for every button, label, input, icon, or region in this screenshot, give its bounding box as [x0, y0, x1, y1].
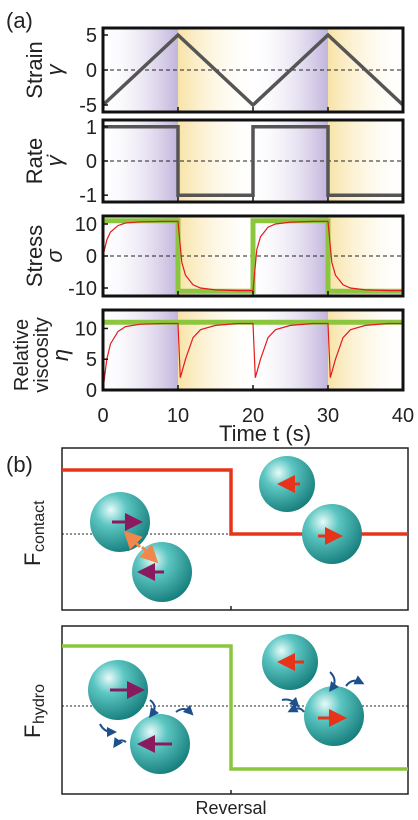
hydro-ylabel: F hydro — [20, 684, 48, 738]
flow-arrow — [175, 704, 194, 716]
x-tick-label: 30 — [317, 405, 339, 427]
y-tick-label: 0 — [86, 380, 97, 402]
y-tick-label: 0 — [86, 60, 97, 82]
hydro-force-line — [62, 644, 408, 771]
y-tick-label: 1 — [86, 117, 97, 139]
flow-arrow — [113, 737, 127, 749]
viscosity-ylabel-line2: viscosity — [31, 317, 53, 393]
y-tick-label: 0 — [86, 246, 97, 268]
stress-ylabel-group: Stress σ — [22, 225, 67, 287]
reversal-label: Reversal — [195, 798, 266, 818]
x-tick-label: 20 — [242, 405, 264, 427]
series-line — [103, 125, 403, 197]
series-line — [102, 322, 403, 391]
rate-ylabel-group: Rate γ̇ — [22, 138, 67, 184]
series-line — [103, 218, 403, 294]
x-axis-label: Time t (s) — [219, 421, 311, 446]
x-tick-label: 10 — [167, 405, 189, 427]
series-line — [101, 32, 405, 108]
flow-arrow — [329, 671, 339, 693]
contact-ylabel: F contact — [20, 500, 48, 566]
stress-symbol: σ — [42, 249, 67, 263]
strain-symbol: γ — [42, 63, 67, 76]
y-tick-label: -5 — [79, 95, 97, 117]
flow-arrow — [287, 703, 305, 713]
viscosity-ylabel-group: Relative viscosity η — [11, 317, 73, 393]
x-tick-labels: 0 10 20 30 40 — [97, 405, 414, 427]
contact-ylabel-sub: contact — [31, 500, 48, 552]
y-tick-label: 5 — [86, 25, 97, 47]
flow-arrow — [345, 675, 365, 687]
rate-symbol: γ̇ — [42, 154, 67, 167]
stress-ylabel: Stress — [22, 225, 47, 287]
y-tick-label: 10 — [75, 214, 97, 236]
viscosity-ylabel-line1: Relative — [11, 319, 33, 391]
flow-arrow — [99, 723, 117, 737]
strain-ylabel: Strain — [22, 41, 47, 98]
sphere — [304, 686, 364, 746]
contact-force-arrow — [123, 530, 143, 550]
flow-arrow — [149, 699, 159, 719]
sphere — [302, 504, 362, 564]
rate-ylabel: Rate — [22, 138, 47, 184]
y-tick-label: 10 — [75, 318, 97, 340]
contact-force-arrow — [139, 544, 159, 564]
x-tick-label: 0 — [97, 405, 108, 427]
x-tick-label: 40 — [392, 405, 414, 427]
y-tick-label: 5 — [86, 349, 97, 371]
panel-a-label: (a) — [6, 8, 33, 33]
y-tick-label: 0 — [86, 151, 97, 173]
flow-arrow — [281, 696, 300, 708]
series-line — [102, 220, 403, 292]
y-tick-label: -1 — [79, 185, 97, 207]
contact-ylabel-main: F — [20, 553, 45, 566]
panel-b-label: (b) — [6, 452, 33, 477]
strain-ylabel-group: Strain γ — [22, 41, 67, 98]
y-tick-label: -10 — [68, 278, 97, 300]
hydro-ylabel-main: F — [20, 725, 45, 738]
hydro-ylabel-sub: hydro — [31, 684, 48, 724]
viscosity-symbol: η — [48, 349, 73, 361]
